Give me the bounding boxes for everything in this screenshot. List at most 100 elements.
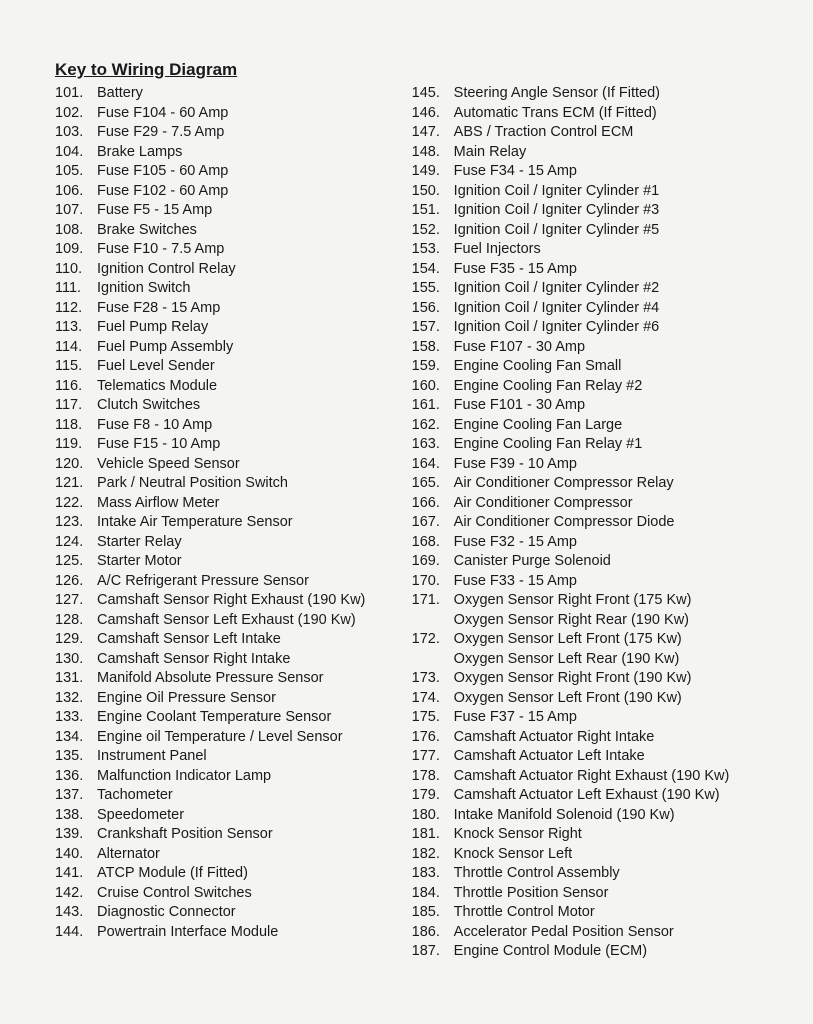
columns-container: 101.Battery102.Fuse F104 - 60 Amp103.Fus… — [55, 84, 783, 962]
list-item: 135.Instrument Panel — [55, 747, 412, 767]
item-number: 106. — [55, 182, 97, 202]
list-item: 182.Knock Sensor Left — [412, 845, 783, 865]
item-number: 105. — [55, 162, 97, 182]
item-label: Park / Neutral Position Switch — [97, 474, 412, 494]
item-label: Instrument Panel — [97, 747, 412, 767]
item-label: Fuse F10 - 7.5 Amp — [97, 240, 412, 260]
list-item: 153.Fuel Injectors — [412, 240, 783, 260]
list-item: 114.Fuel Pump Assembly — [55, 338, 412, 358]
item-number: 171. — [412, 591, 454, 611]
list-item: 115.Fuel Level Sender — [55, 357, 412, 377]
list-item: 104.Brake Lamps — [55, 143, 412, 163]
item-label: A/C Refrigerant Pressure Sensor — [97, 572, 412, 592]
list-item: 158.Fuse F107 - 30 Amp — [412, 338, 783, 358]
item-number: 143. — [55, 903, 97, 923]
item-label: Fuse F104 - 60 Amp — [97, 104, 412, 124]
item-number: 159. — [412, 357, 454, 377]
document-page: Key to Wiring Diagram 101.Battery102.Fus… — [0, 0, 813, 1002]
item-label: Brake Switches — [97, 221, 412, 241]
item-label: Ignition Coil / Igniter Cylinder #6 — [454, 318, 783, 338]
list-item: 152.Ignition Coil / Igniter Cylinder #5 — [412, 221, 783, 241]
item-number: 144. — [55, 923, 97, 943]
item-label: Fuse F107 - 30 Amp — [454, 338, 783, 358]
list-item: 109.Fuse F10 - 7.5 Amp — [55, 240, 412, 260]
list-item: 113.Fuel Pump Relay — [55, 318, 412, 338]
item-number: 116. — [55, 377, 97, 397]
item-number: 156. — [412, 299, 454, 319]
list-item: 139.Crankshaft Position Sensor — [55, 825, 412, 845]
item-number: 135. — [55, 747, 97, 767]
item-label: Ignition Switch — [97, 279, 412, 299]
item-number: 147. — [412, 123, 454, 143]
item-number: 137. — [55, 786, 97, 806]
item-number: 185. — [412, 903, 454, 923]
item-label: Diagnostic Connector — [97, 903, 412, 923]
list-item: 102.Fuse F104 - 60 Amp — [55, 104, 412, 124]
item-number: 176. — [412, 728, 454, 748]
item-number: 138. — [55, 806, 97, 826]
item-label: Canister Purge Solenoid — [454, 552, 783, 572]
list-item: 118.Fuse F8 - 10 Amp — [55, 416, 412, 436]
item-number: 104. — [55, 143, 97, 163]
list-item: 143.Diagnostic Connector — [55, 903, 412, 923]
item-number: 180. — [412, 806, 454, 826]
item-label: Engine oil Temperature / Level Sensor — [97, 728, 412, 748]
item-number: 132. — [55, 689, 97, 709]
list-item: 141.ATCP Module (If Fitted) — [55, 864, 412, 884]
list-item: 187.Engine Control Module (ECM) — [412, 942, 783, 962]
item-number: 130. — [55, 650, 97, 670]
list-item: 162.Engine Cooling Fan Large — [412, 416, 783, 436]
list-item: 123.Intake Air Temperature Sensor — [55, 513, 412, 533]
item-number: 161. — [412, 396, 454, 416]
item-label: Brake Lamps — [97, 143, 412, 163]
item-label: Throttle Control Assembly — [454, 864, 783, 884]
list-item: 148.Main Relay — [412, 143, 783, 163]
list-item: 164.Fuse F39 - 10 Amp — [412, 455, 783, 475]
item-number: 111. — [55, 279, 97, 299]
item-label: Camshaft Actuator Right Exhaust (190 Kw) — [454, 767, 783, 787]
item-number: 107. — [55, 201, 97, 221]
list-item: 120.Vehicle Speed Sensor — [55, 455, 412, 475]
list-item: 117.Clutch Switches — [55, 396, 412, 416]
item-number: 122. — [55, 494, 97, 514]
item-label: Malfunction Indicator Lamp — [97, 767, 412, 787]
item-number: 178. — [412, 767, 454, 787]
list-item: 165.Air Conditioner Compressor Relay — [412, 474, 783, 494]
item-number: 152. — [412, 221, 454, 241]
item-label: Air Conditioner Compressor Diode — [454, 513, 783, 533]
item-number: 186. — [412, 923, 454, 943]
item-number: 131. — [55, 669, 97, 689]
item-number: 169. — [412, 552, 454, 572]
item-label: Fuse F29 - 7.5 Amp — [97, 123, 412, 143]
item-label: Camshaft Sensor Right Exhaust (190 Kw) — [97, 591, 412, 611]
item-label: Automatic Trans ECM (If Fitted) — [454, 104, 783, 124]
item-number: 101. — [55, 84, 97, 104]
item-number: 112. — [55, 299, 97, 319]
list-item: 106.Fuse F102 - 60 Amp — [55, 182, 412, 202]
list-item: 145.Steering Angle Sensor (If Fitted) — [412, 84, 783, 104]
item-label: Intake Manifold Solenoid (190 Kw) — [454, 806, 783, 826]
item-label: Tachometer — [97, 786, 412, 806]
left-column: 101.Battery102.Fuse F104 - 60 Amp103.Fus… — [55, 84, 412, 962]
item-label: Camshaft Actuator Right Intake — [454, 728, 783, 748]
item-number: 184. — [412, 884, 454, 904]
item-number: 157. — [412, 318, 454, 338]
item-number: 146. — [412, 104, 454, 124]
list-item: 155.Ignition Coil / Igniter Cylinder #2 — [412, 279, 783, 299]
item-label: Cruise Control Switches — [97, 884, 412, 904]
list-item: 174.Oxygen Sensor Left Front (190 Kw) — [412, 689, 783, 709]
item-label: Engine Control Module (ECM) — [454, 942, 783, 962]
list-item: 140.Alternator — [55, 845, 412, 865]
item-number: 151. — [412, 201, 454, 221]
item-label: Fuse F8 - 10 Amp — [97, 416, 412, 436]
item-number: 117. — [55, 396, 97, 416]
item-label: Alternator — [97, 845, 412, 865]
list-item: 142.Cruise Control Switches — [55, 884, 412, 904]
item-label: Ignition Control Relay — [97, 260, 412, 280]
list-item: 105.Fuse F105 - 60 Amp — [55, 162, 412, 182]
list-item: 132.Engine Oil Pressure Sensor — [55, 689, 412, 709]
item-label: Fuse F5 - 15 Amp — [97, 201, 412, 221]
item-number: 168. — [412, 533, 454, 553]
item-label: Fuse F34 - 15 Amp — [454, 162, 783, 182]
item-label: Mass Airflow Meter — [97, 494, 412, 514]
